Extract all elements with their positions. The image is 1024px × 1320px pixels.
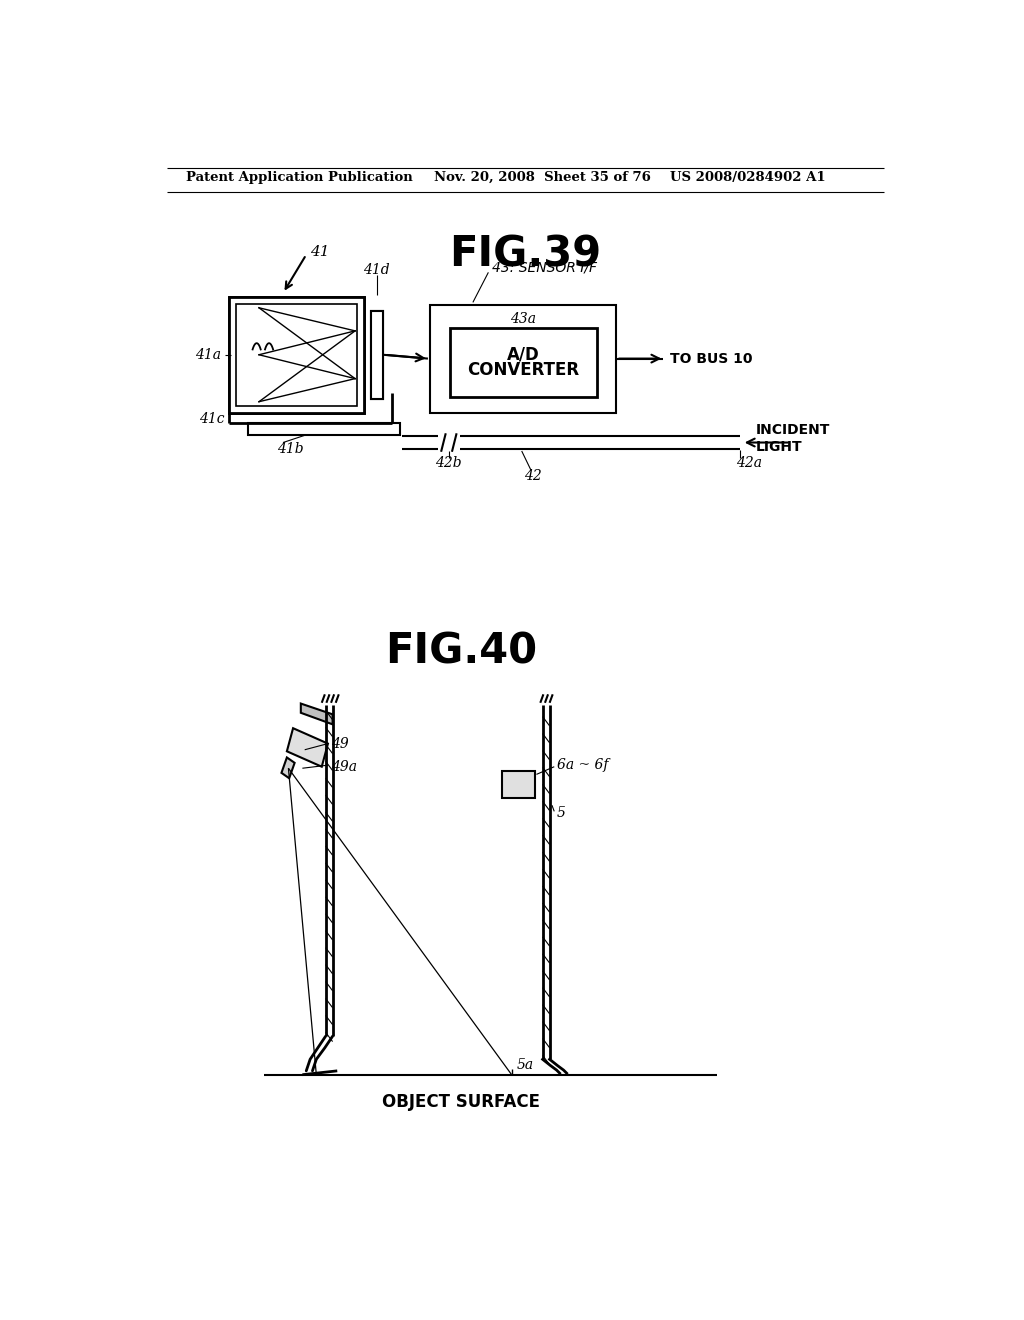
Text: 41d: 41d bbox=[364, 263, 390, 277]
Text: 49a: 49a bbox=[331, 760, 357, 774]
Bar bbox=[371, 312, 383, 399]
Text: 41a: 41a bbox=[195, 347, 221, 362]
Text: CONVERTER: CONVERTER bbox=[467, 362, 580, 379]
Text: TO BUS 10: TO BUS 10 bbox=[671, 351, 753, 366]
Text: Nov. 20, 2008  Sheet 35 of 76: Nov. 20, 2008 Sheet 35 of 76 bbox=[434, 172, 651, 185]
Text: A/D: A/D bbox=[507, 346, 540, 364]
Text: 43a: 43a bbox=[510, 312, 537, 326]
Polygon shape bbox=[503, 771, 535, 797]
Bar bbox=[450, 327, 597, 397]
Bar bbox=[371, 312, 383, 399]
Bar bbox=[228, 297, 365, 412]
Text: INCIDENT: INCIDENT bbox=[756, 424, 830, 437]
Text: LIGHT: LIGHT bbox=[756, 440, 803, 454]
Text: 5: 5 bbox=[557, 807, 565, 820]
Text: 5a: 5a bbox=[517, 1059, 535, 1072]
Text: 42a: 42a bbox=[736, 455, 763, 470]
Bar bbox=[236, 304, 357, 405]
Text: 43: SENSOR I/F: 43: SENSOR I/F bbox=[493, 261, 597, 275]
Text: FIG.39: FIG.39 bbox=[449, 234, 601, 276]
Bar bbox=[236, 304, 357, 405]
Polygon shape bbox=[287, 729, 328, 767]
Text: 41b: 41b bbox=[278, 442, 304, 455]
Bar bbox=[248, 424, 400, 434]
Text: OBJECT SURFACE: OBJECT SURFACE bbox=[382, 1093, 541, 1110]
Text: 42b: 42b bbox=[435, 455, 462, 470]
Bar bbox=[430, 305, 616, 412]
Text: FIG.40: FIG.40 bbox=[385, 630, 538, 672]
Text: 41: 41 bbox=[310, 246, 330, 259]
Bar bbox=[228, 297, 365, 412]
Text: Patent Application Publication: Patent Application Publication bbox=[186, 172, 413, 185]
Polygon shape bbox=[282, 758, 295, 779]
Text: 6a ~ 6f: 6a ~ 6f bbox=[557, 758, 608, 772]
Text: US 2008/0284902 A1: US 2008/0284902 A1 bbox=[671, 172, 826, 185]
Text: 41c: 41c bbox=[200, 412, 225, 426]
Text: 42: 42 bbox=[524, 469, 542, 483]
Text: 49: 49 bbox=[331, 737, 349, 751]
Polygon shape bbox=[301, 704, 333, 725]
